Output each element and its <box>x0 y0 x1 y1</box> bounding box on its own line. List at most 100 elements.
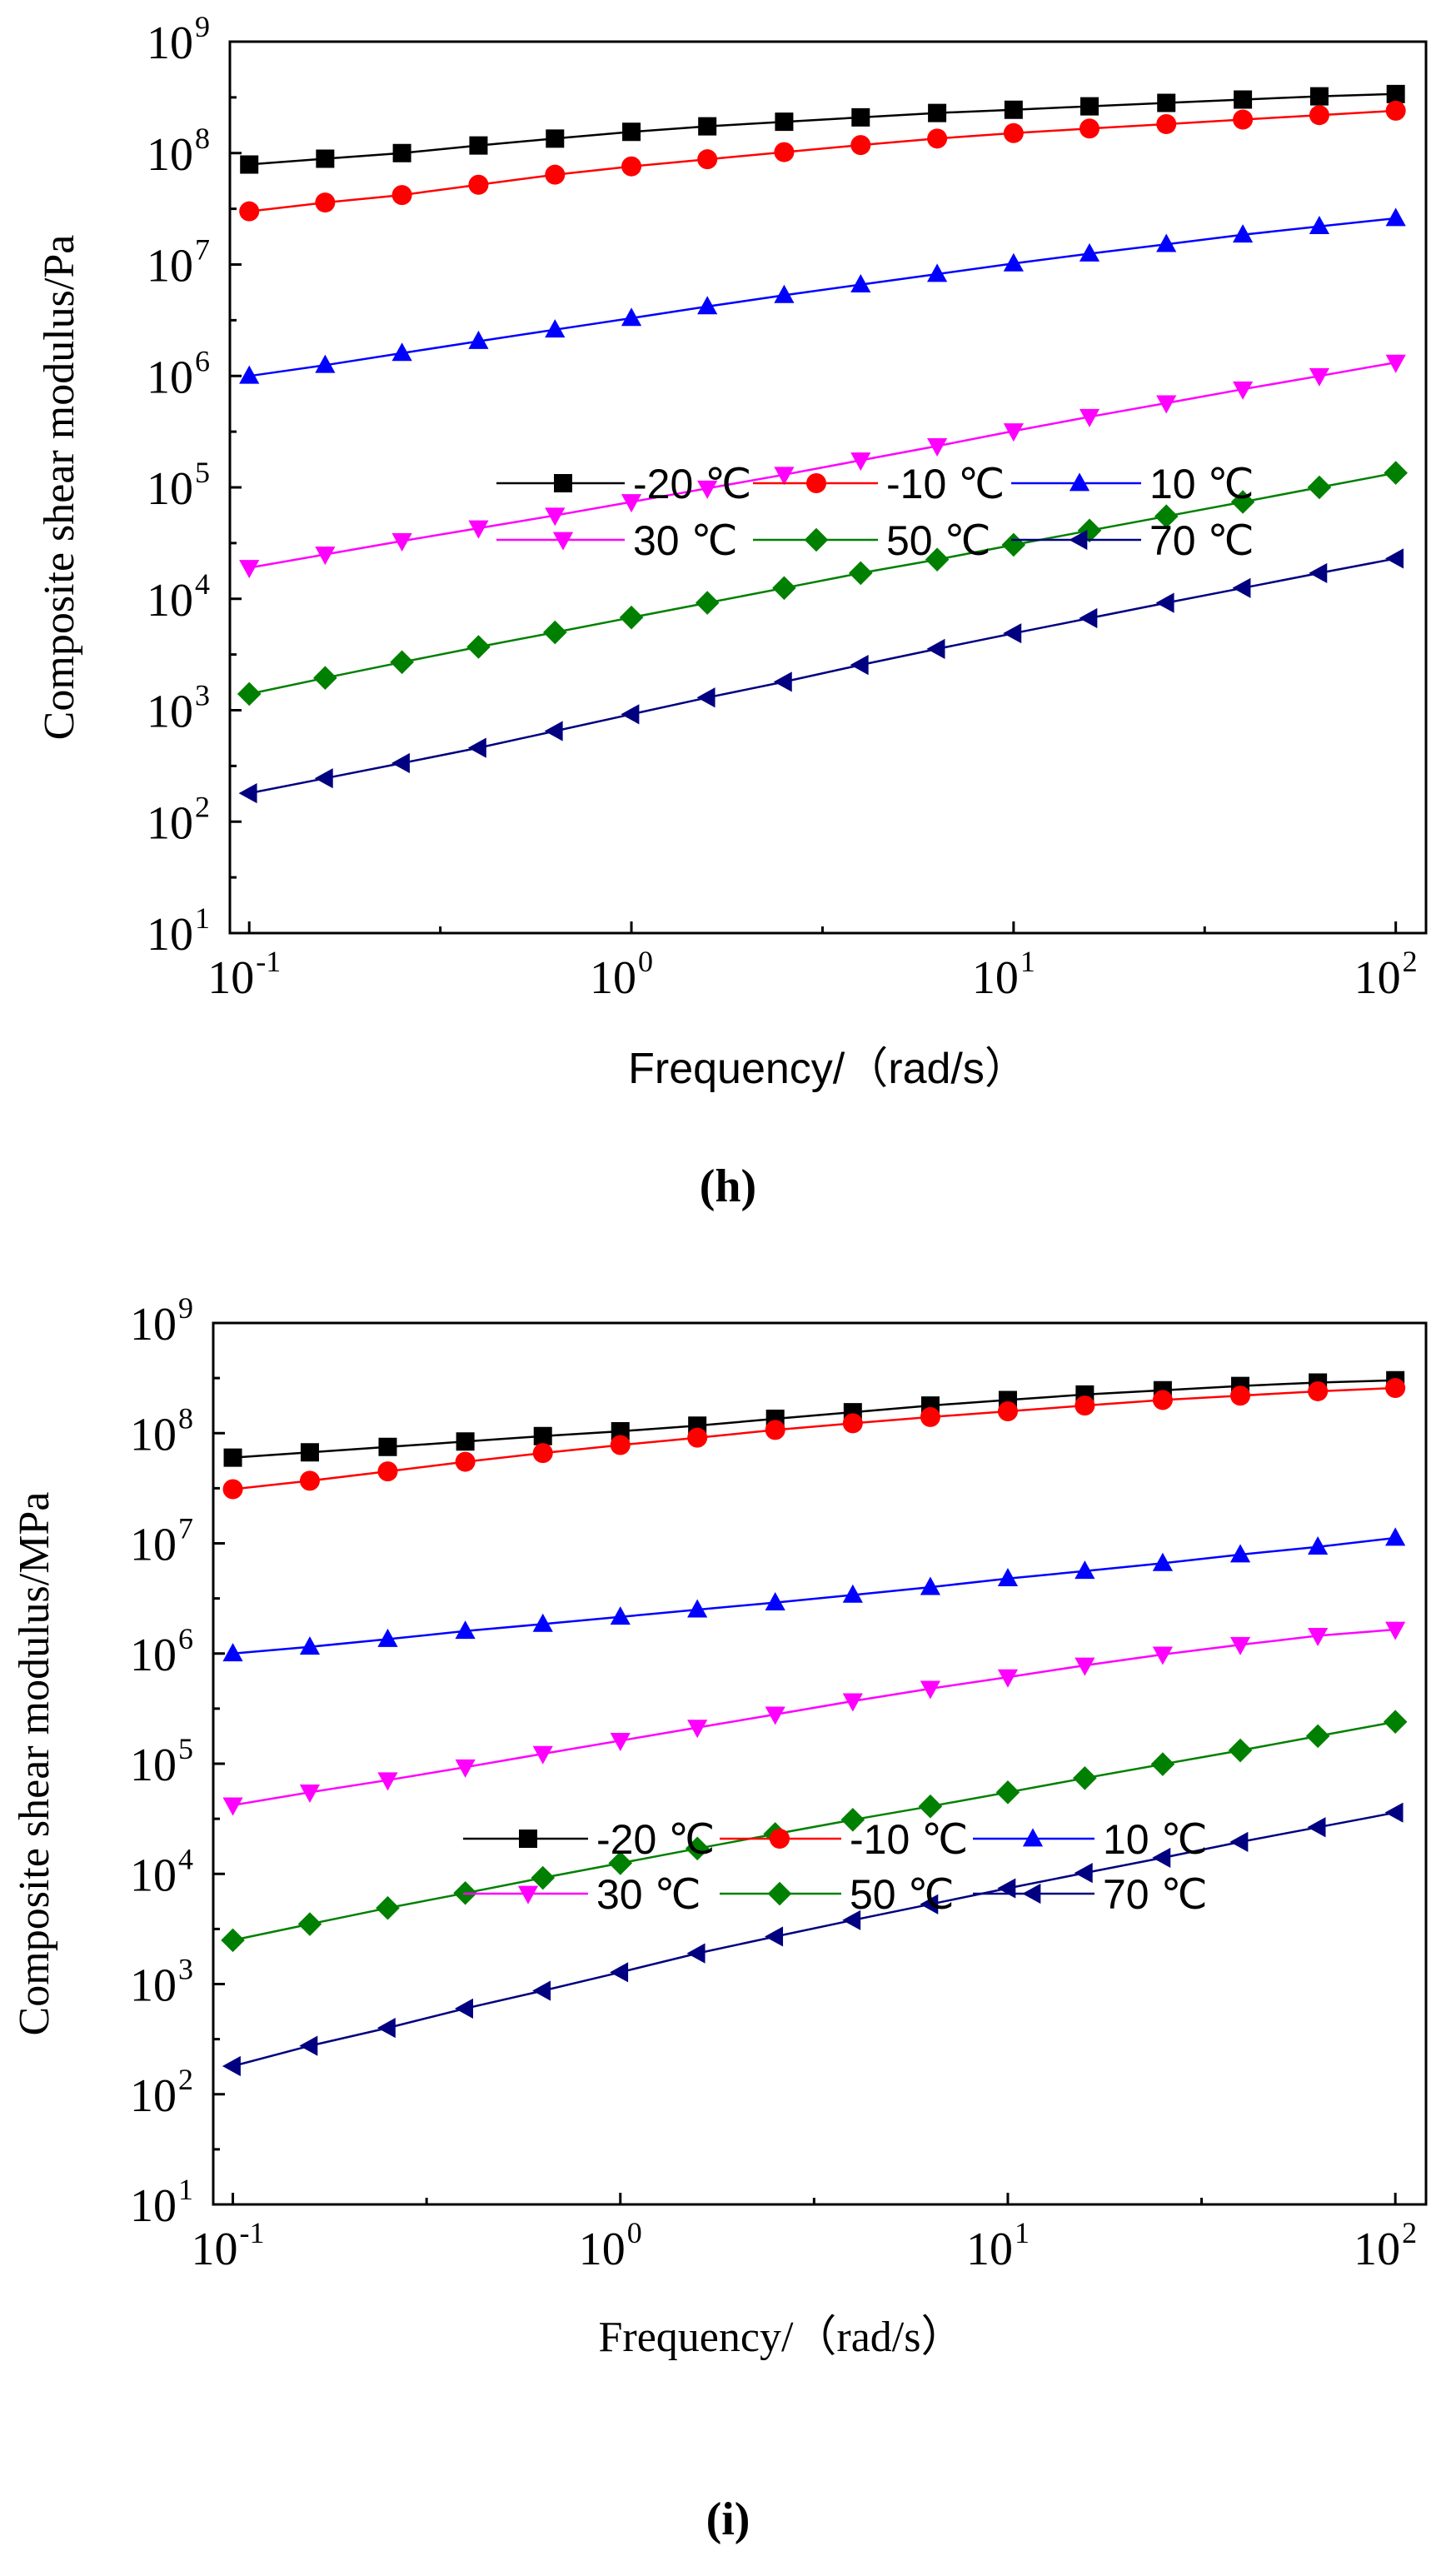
data-point <box>610 1606 631 1625</box>
data-point <box>1156 395 1177 414</box>
x-tick-label: 10 <box>972 952 1019 1004</box>
series-square <box>223 1370 1405 1467</box>
data-point <box>239 201 260 222</box>
legend-marker <box>767 1881 792 1906</box>
data-point <box>850 135 871 156</box>
series-line <box>249 217 1396 377</box>
data-point <box>697 149 718 170</box>
data-point <box>1075 1395 1095 1416</box>
data-point <box>1075 1657 1095 1676</box>
data-point <box>1001 532 1026 557</box>
y-tick-label: 10 <box>147 797 193 849</box>
data-point <box>1152 1847 1171 1869</box>
data-point <box>239 560 260 579</box>
data-point <box>1152 1646 1173 1665</box>
data-point <box>391 752 410 774</box>
data-point <box>685 1836 710 1861</box>
legend-marker <box>1069 529 1088 551</box>
data-point <box>925 547 950 572</box>
data-point <box>532 1745 553 1765</box>
data-point <box>456 1432 475 1451</box>
legend-item: 10 ℃ <box>1011 461 1254 507</box>
series-circle <box>222 1378 1406 1500</box>
data-point <box>299 2035 318 2056</box>
y-tick-exponent: 9 <box>178 1291 193 1325</box>
data-point <box>392 143 411 162</box>
y-tick-label: 10 <box>147 352 193 403</box>
y-tick-exponent: 5 <box>178 1732 193 1765</box>
data-point <box>765 1926 784 1947</box>
series-layer <box>237 84 1408 804</box>
data-point <box>300 1443 319 1462</box>
y-tick-exponent: 2 <box>195 790 210 823</box>
data-point <box>608 1851 633 1875</box>
data-point <box>1309 562 1328 584</box>
y-tick-exponent: 8 <box>178 1401 193 1435</box>
data-point <box>391 342 412 362</box>
data-point <box>850 452 871 472</box>
data-point <box>1385 207 1406 227</box>
data-point <box>842 1413 863 1434</box>
x-tick-exponent: 1 <box>1015 2216 1030 2249</box>
data-point <box>1154 504 1179 529</box>
data-point <box>842 1584 863 1603</box>
series-line <box>248 472 1396 696</box>
data-point <box>315 354 336 373</box>
panel-caption: (h) <box>700 1161 756 1212</box>
series-line <box>232 1386 1396 1490</box>
data-point <box>468 520 489 539</box>
data-point <box>1309 367 1330 387</box>
legend: -20 ℃ -10 ℃ 10 ℃ 30 ℃ 50 ℃ 70 ℃ <box>463 1816 1208 1918</box>
legend-label: -10 ℃ <box>850 1816 968 1863</box>
series-layer <box>221 1370 1408 2077</box>
data-point <box>621 307 642 327</box>
data-point <box>222 1797 243 1816</box>
legend-marker <box>1069 472 1090 492</box>
data-point <box>697 296 718 315</box>
y-tick-label: 10 <box>147 909 193 961</box>
y-tick-label: 10 <box>130 2070 177 2122</box>
y-tick-label: 10 <box>130 1630 177 1681</box>
data-point <box>222 2055 241 2077</box>
series-line <box>249 109 1396 212</box>
data-point <box>619 605 644 630</box>
series-circle <box>239 100 1406 222</box>
x-tick-exponent: 2 <box>1403 945 1418 978</box>
data-point <box>238 783 257 804</box>
data-point <box>377 1772 398 1791</box>
data-point <box>315 547 336 566</box>
y-axis-label: Composite shear modulus/Pa <box>36 235 83 741</box>
data-point <box>765 1420 785 1440</box>
legend-item: -20 ℃ <box>463 1816 715 1863</box>
data-point <box>532 1443 553 1464</box>
series-diamond <box>221 1710 1408 1953</box>
data-point <box>1307 475 1332 500</box>
legend-marker <box>517 1885 539 1905</box>
data-point <box>997 1568 1019 1587</box>
data-point <box>687 1720 708 1739</box>
data-point <box>850 273 871 292</box>
x-tick-exponent: 2 <box>1402 2216 1417 2249</box>
legend-label: 30 ℃ <box>596 1871 701 1918</box>
data-point <box>995 1780 1020 1805</box>
data-point <box>687 1427 708 1448</box>
data-point <box>1003 623 1022 644</box>
legend-marker <box>804 527 829 552</box>
data-point <box>1308 1628 1329 1647</box>
data-point <box>377 1461 398 1482</box>
data-point <box>545 164 566 185</box>
data-point <box>1232 381 1254 400</box>
panel-caption: (i) <box>706 2494 750 2545</box>
data-point <box>927 438 948 457</box>
data-point <box>848 561 873 586</box>
data-point <box>1075 1560 1095 1580</box>
data-point <box>1079 408 1100 427</box>
data-point <box>1003 122 1024 143</box>
data-point <box>315 192 336 213</box>
y-tick-exponent: 2 <box>178 2063 193 2096</box>
series-triangle-left <box>238 548 1404 804</box>
data-point <box>927 263 948 282</box>
data-point <box>391 533 412 552</box>
data-point <box>240 155 259 174</box>
